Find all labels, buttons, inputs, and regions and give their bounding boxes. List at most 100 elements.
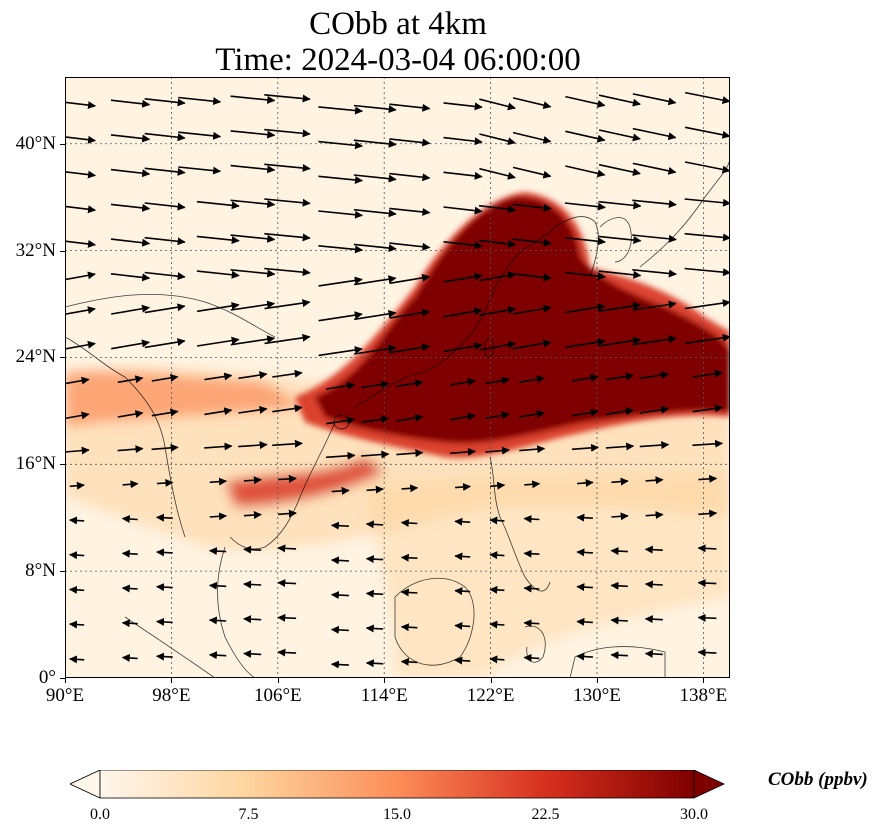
wind-vector-arrow xyxy=(519,410,545,418)
korea xyxy=(599,217,632,263)
wind-vector-arrow xyxy=(178,96,222,106)
wind-vector-arrow xyxy=(485,376,510,385)
wind-vector-arrow xyxy=(598,94,641,107)
wind-vector-arrow xyxy=(610,616,628,625)
title-line-2: Time: 2024-03-04 06:00:00 xyxy=(215,42,581,78)
wind-vector-arrow xyxy=(512,166,552,179)
lon-tick-mark xyxy=(171,678,173,683)
lon-tick-mark xyxy=(703,678,705,683)
wind-vector-arrow xyxy=(632,234,677,243)
wind-vector-arrow xyxy=(519,445,546,454)
wind-vector-arrow xyxy=(450,447,476,456)
wind-vector-arrow xyxy=(243,476,262,485)
lon-tick-mark xyxy=(384,678,386,683)
wind-vector-arrow xyxy=(512,131,552,144)
wind-vector-arrow xyxy=(353,309,397,321)
wind-vector-arrow xyxy=(156,617,173,626)
wind-vector-arrow xyxy=(400,553,418,562)
wind-vector-arrow xyxy=(697,544,717,553)
cobb-concentration-field xyxy=(65,192,730,677)
wind-vector-arrow xyxy=(478,204,517,214)
lon-tick-mark xyxy=(490,678,492,683)
wind-vector-arrow xyxy=(144,271,186,281)
lon-tick-label: 90°E xyxy=(45,685,85,706)
wind-vector-arrow xyxy=(264,198,311,207)
wind-vector-arrow xyxy=(512,304,552,315)
map-panel[interactable] xyxy=(65,77,730,678)
wind-vector-arrow xyxy=(121,549,138,558)
wind-vector-arrow xyxy=(264,94,311,103)
wind-vector-arrow xyxy=(389,343,431,354)
wind-vector-arrow xyxy=(389,172,431,182)
wind-vector-arrow xyxy=(512,97,552,110)
wind-vector-arrow xyxy=(490,481,506,490)
lon-tick-label: 130°E xyxy=(573,685,621,706)
wind-vector-arrow xyxy=(330,556,349,565)
wind-vector-arrow xyxy=(110,168,151,178)
lat-tick-label: 32°N xyxy=(15,239,56,261)
wind-vector-arrow xyxy=(65,170,96,179)
southern-light-band xyxy=(365,472,730,677)
wind-vector-arrow xyxy=(611,512,629,521)
wind-vector-arrow xyxy=(644,580,663,589)
wind-vector-arrow xyxy=(478,239,517,248)
wind-vector-arrow xyxy=(632,127,677,141)
wind-vector-arrow xyxy=(389,242,431,251)
wind-vector-arrow xyxy=(144,132,186,142)
wind-vector-arrow xyxy=(365,520,384,529)
wind-vector-arrow xyxy=(400,519,418,528)
philippines xyxy=(489,456,551,592)
wind-vector-arrow xyxy=(632,269,677,278)
wind-vector-arrow xyxy=(243,545,262,554)
colorbar-tick-label: 0.0 xyxy=(90,806,110,823)
wind-vector-arrow xyxy=(684,232,730,242)
wind-vector-arrow xyxy=(325,381,356,390)
wind-vector-arrow xyxy=(65,306,96,316)
wind-vector-arrow xyxy=(121,584,138,593)
wind-vector-arrow xyxy=(485,411,510,420)
wind-vector-arrow xyxy=(330,625,349,634)
wind-vector-arrow xyxy=(69,551,85,560)
wind-vector-arrow xyxy=(264,333,311,345)
wind-vector-arrow xyxy=(230,234,276,243)
lon-tick-label: 106°E xyxy=(253,685,302,706)
wind-vector-arrow xyxy=(396,449,424,458)
wind-vector-arrow xyxy=(598,336,642,347)
wind-vector-arrow xyxy=(632,300,677,311)
wind-vector-arrow xyxy=(512,339,552,350)
wind-vector-arrow xyxy=(110,99,151,108)
bay-of-bengal-coast xyxy=(65,336,186,538)
colorbar-tick-label: 7.5 xyxy=(238,806,259,823)
wind-vector-arrow xyxy=(196,270,240,279)
wind-vector-arrow xyxy=(523,584,540,593)
wind-vector-arrow xyxy=(576,617,593,626)
wind-vector-arrow xyxy=(576,513,593,522)
wind-vector-arrow xyxy=(204,372,233,381)
wind-vector-arrow xyxy=(454,587,471,596)
wind-vector-arrow xyxy=(598,270,642,279)
wind-vector-arrow xyxy=(598,200,642,210)
wind-vector-arrow xyxy=(365,624,384,633)
wind-vector-arrow xyxy=(454,517,471,526)
wind-vector-arrow xyxy=(110,134,151,143)
wind-vector-arrow xyxy=(396,379,424,388)
colorbar-tick-label: 22.5 xyxy=(531,806,560,823)
wind-vector-arrow xyxy=(353,104,397,114)
wind-vector-arrow xyxy=(485,446,510,455)
wind-vector-arrow xyxy=(389,273,431,285)
wind-vector-arrow xyxy=(65,135,96,144)
colorbar-extend-max xyxy=(693,770,725,799)
wind-vector-arrow xyxy=(400,588,418,597)
sumatra xyxy=(124,616,216,678)
wind-vector-arrow xyxy=(325,416,356,425)
wind-vector-arrow xyxy=(400,623,418,632)
lon-tick-mark xyxy=(597,678,598,683)
wind-vector-arrow xyxy=(443,272,483,283)
wind-vector-arrow xyxy=(489,655,505,664)
wind-vector-arrow xyxy=(455,482,471,491)
wind-vector-arrow xyxy=(144,167,186,176)
wind-vector-arrow xyxy=(389,207,431,216)
lat-tick-label: 8°N xyxy=(25,560,56,582)
wind-vector-arrow xyxy=(479,133,516,146)
western-plume xyxy=(65,370,305,427)
